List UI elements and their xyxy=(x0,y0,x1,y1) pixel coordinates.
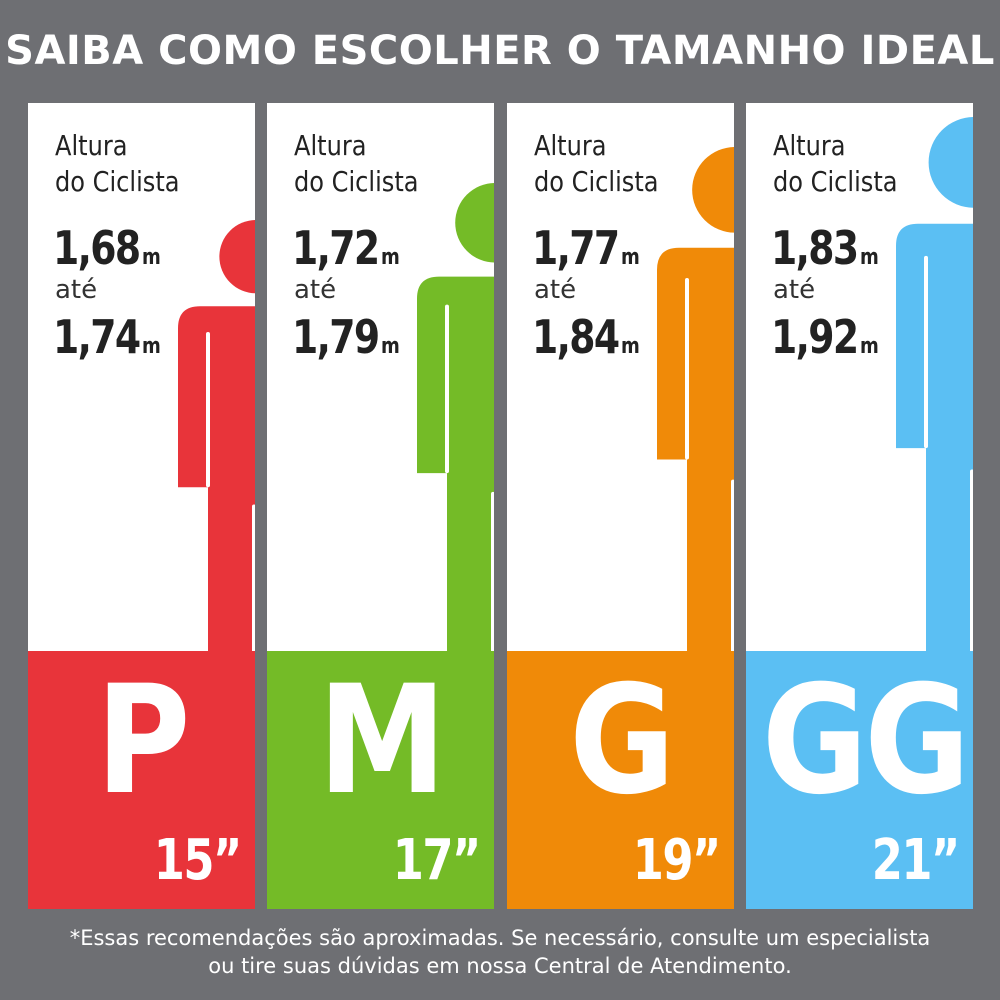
person-body xyxy=(178,306,255,651)
height-to-value: 1,84 xyxy=(532,310,620,364)
size-letter: G xyxy=(569,654,675,828)
person-icon xyxy=(417,183,494,909)
height-from-value: 1,72 xyxy=(292,221,380,275)
person-icon xyxy=(896,117,973,909)
person-silhouette xyxy=(657,147,734,909)
height-label-line2: do Ciclista xyxy=(773,165,898,198)
disclaimer-line2: ou tire suas dúvidas em nossa Central de… xyxy=(208,954,792,978)
person-silhouette xyxy=(178,220,255,909)
frame-size: 17” xyxy=(393,828,482,893)
person-head xyxy=(455,183,494,263)
person-head xyxy=(219,220,255,294)
size-band: P 15” xyxy=(28,651,255,909)
size-card-m: Altura do Ciclista 1,72 m até 1,79 m M 17” xyxy=(267,103,494,909)
size-letter: M xyxy=(318,654,446,828)
range-connector: até xyxy=(773,275,816,305)
frame-size: 15” xyxy=(154,828,243,893)
height-to-value: 1,74 xyxy=(53,310,141,364)
person-icon xyxy=(178,220,255,909)
size-band: M 17” xyxy=(267,651,494,909)
height-unit: m xyxy=(859,245,879,270)
height-label: Altura do Ciclista xyxy=(55,128,180,200)
height-unit: m xyxy=(859,334,879,359)
person-head xyxy=(692,147,734,233)
height-label: Altura do Ciclista xyxy=(534,128,659,200)
height-unit: m xyxy=(620,334,640,359)
disclaimer-line1: *Essas recomendações são aproximadas. Se… xyxy=(69,926,931,950)
person-silhouette xyxy=(896,117,973,909)
height-label: Altura do Ciclista xyxy=(773,128,898,200)
size-letter: P xyxy=(95,654,191,828)
height-to-value: 1,92 xyxy=(771,310,859,364)
height-unit: m xyxy=(620,245,640,270)
height-from-value: 1,83 xyxy=(771,221,859,275)
person-silhouette xyxy=(417,183,494,909)
height-from: 1,77 m xyxy=(532,221,640,275)
height-unit: m xyxy=(380,245,400,270)
height-label-line2: do Ciclista xyxy=(294,165,419,198)
height-from-value: 1,77 xyxy=(532,221,620,275)
range-connector: até xyxy=(294,275,337,305)
size-band: G 19” xyxy=(507,651,734,909)
size-card-g: Altura do Ciclista 1,77 m até 1,84 m G 19” xyxy=(507,103,734,909)
height-unit: m xyxy=(141,334,161,359)
person-body xyxy=(417,276,494,651)
height-to: 1,84 m xyxy=(532,310,640,364)
height-from: 1,72 m xyxy=(292,221,400,275)
page-title: SAIBA COMO ESCOLHER O TAMANHO IDEAL xyxy=(5,28,995,74)
height-label-line2: do Ciclista xyxy=(55,165,180,198)
arm-gap xyxy=(924,255,928,449)
height-to: 1,74 m xyxy=(53,310,161,364)
size-letter: GG xyxy=(761,654,970,828)
frame-size: 21” xyxy=(872,828,961,893)
size-band: GG 21” xyxy=(746,651,973,909)
height-unit: m xyxy=(141,245,161,270)
person-body xyxy=(657,247,734,651)
arm-gap xyxy=(685,278,689,460)
disclaimer-note: *Essas recomendações são aproximadas. Se… xyxy=(0,924,1000,980)
person-head xyxy=(928,117,973,208)
height-from: 1,68 m xyxy=(53,221,161,275)
height-to-value: 1,79 xyxy=(292,310,380,364)
frame-size: 19” xyxy=(633,828,722,893)
person-icon xyxy=(657,147,734,909)
height-unit: m xyxy=(380,334,400,359)
height-label-line1: Altura xyxy=(55,129,128,162)
height-from: 1,83 m xyxy=(771,221,879,275)
height-label-line1: Altura xyxy=(294,129,367,162)
height-label-line1: Altura xyxy=(773,129,846,162)
size-card-p: Altura do Ciclista 1,68 m até 1,74 m P 15” xyxy=(28,103,255,909)
height-label-line2: do Ciclista xyxy=(534,165,659,198)
height-to: 1,79 m xyxy=(292,310,400,364)
range-connector: até xyxy=(55,275,98,305)
arm-gap xyxy=(206,332,210,488)
size-card-gg: Altura do Ciclista 1,83 m até 1,92 m GG 21… xyxy=(746,103,973,909)
height-to: 1,92 m xyxy=(771,310,879,364)
height-from-value: 1,68 xyxy=(53,221,141,275)
height-label: Altura do Ciclista xyxy=(294,128,419,200)
arm-gap xyxy=(445,304,449,474)
person-body xyxy=(896,223,973,651)
range-connector: até xyxy=(534,275,577,305)
height-label-line1: Altura xyxy=(534,129,607,162)
